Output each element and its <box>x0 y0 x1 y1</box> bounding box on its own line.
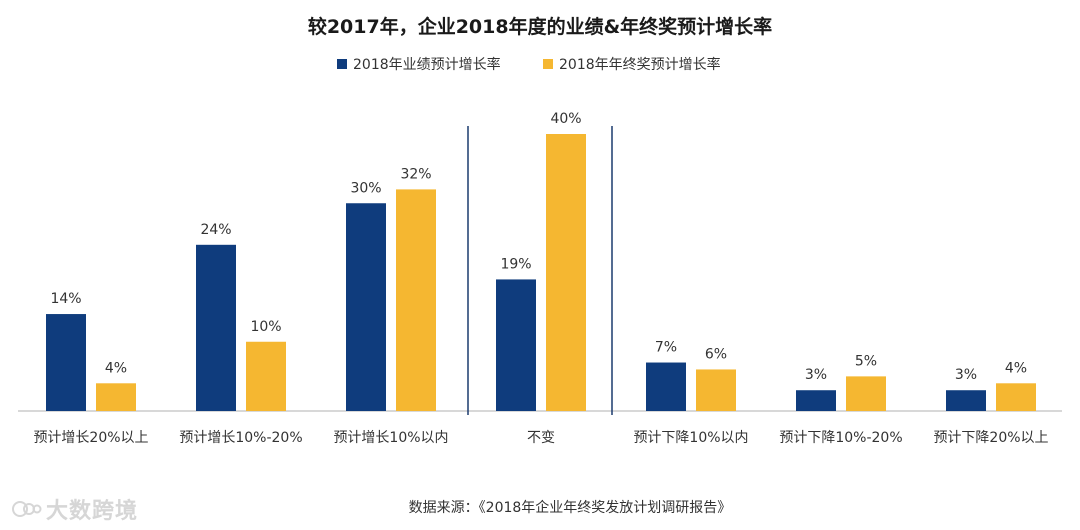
category-label-6: 预计下降10%-20% <box>779 430 902 446</box>
category-label-4: 不变 <box>527 430 555 446</box>
bar-series-2-cat-6 <box>846 376 886 411</box>
watermark-text: 大数跨境 <box>46 499 139 524</box>
value-label-series-2-cat-5: 6% <box>705 346 727 362</box>
value-label-series-2-cat-6: 5% <box>855 353 877 369</box>
value-label-series-1-cat-1: 14% <box>50 291 81 307</box>
value-label-series-1-cat-3: 30% <box>350 180 381 196</box>
bar-series-2-cat-2 <box>246 341 286 411</box>
value-label-series-1-cat-5: 7% <box>655 340 677 356</box>
bars <box>46 134 1036 411</box>
value-label-series-2-cat-7: 4% <box>1005 360 1027 376</box>
source-note: 数据来源：《2018年企业年终奖发放计划调研报告》 <box>409 499 732 516</box>
bar-series-1-cat-7 <box>946 390 986 411</box>
bar-series-1-cat-4 <box>496 279 536 411</box>
watermark: 大数跨境 <box>12 493 138 525</box>
bar-series-2-cat-5 <box>696 369 736 411</box>
value-label-series-2-cat-4: 40% <box>550 111 581 127</box>
value-label-series-1-cat-7: 3% <box>955 367 977 383</box>
bar-series-1-cat-5 <box>646 362 686 411</box>
value-label-series-2-cat-2: 10% <box>250 319 281 335</box>
category-label-7: 预计下降20%以上 <box>933 430 1048 446</box>
bar-series-2-cat-7 <box>996 383 1036 411</box>
bar-series-1-cat-6 <box>796 390 836 411</box>
legend-label-series-2: 2018年年终奖预计增长率 <box>559 56 721 73</box>
bar-series-2-cat-3 <box>396 189 436 411</box>
value-label-series-2-cat-1: 4% <box>105 360 127 376</box>
category-label-3: 预计增长10%以内 <box>333 430 448 446</box>
bar-series-1-cat-3 <box>346 203 386 411</box>
bar-series-2-cat-4 <box>546 134 586 411</box>
legend-swatch-series-1 <box>337 59 347 69</box>
category-labels: 预计增长20%以上 预计增长10%-20% 预计增长10%以内 不变 预计下降10%以内… <box>33 430 1048 446</box>
legend-swatch-series-2 <box>543 59 553 69</box>
value-label-series-1-cat-4: 19% <box>500 256 531 272</box>
value-label-series-2-cat-3: 32% <box>400 166 431 182</box>
value-labels: 14% 4% 24% 10% 30% 32% 19% 40% 7% 6% 3% 5% 3% 4% <box>50 111 1027 383</box>
bigdata-logo-icon <box>12 501 42 517</box>
value-label-series-1-cat-2: 24% <box>200 222 231 238</box>
category-label-5: 预计下降10%以内 <box>633 430 748 446</box>
legend: 2018年业绩预计增长率 2018年年终奖预计增长率 <box>337 56 721 73</box>
value-label-series-1-cat-6: 3% <box>805 367 827 383</box>
category-label-2: 预计增长10%-20% <box>179 430 302 446</box>
legend-label-series-1: 2018年业绩预计增长率 <box>353 56 501 73</box>
bar-series-2-cat-1 <box>96 383 136 411</box>
bar-series-1-cat-1 <box>46 314 86 411</box>
category-label-1: 预计增长20%以上 <box>33 430 148 446</box>
bar-series-1-cat-2 <box>196 244 236 411</box>
chart-title: 较2017年，企业2018年度的业绩&年终奖预计增长率 <box>308 15 772 38</box>
